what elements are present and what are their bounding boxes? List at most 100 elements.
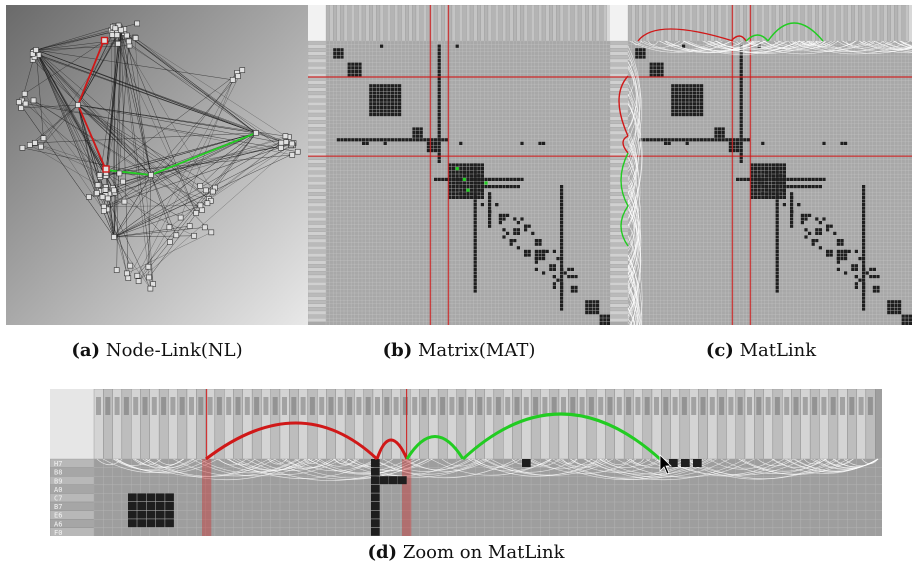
matrix-cell (721, 138, 725, 142)
matlink-zoom-view[interactable]: H7 B8 B9 A0 C7 B7 E6 A6 F0 (50, 389, 882, 536)
column-label-cell (901, 5, 906, 42)
matrix-cell (531, 231, 535, 235)
column-label-cell (570, 5, 575, 42)
row-label-cell (610, 246, 629, 250)
corner-cell (308, 5, 326, 41)
matrix-cell (556, 257, 560, 261)
column-label-cell (390, 5, 395, 42)
graph-node (210, 188, 216, 195)
matrix-cell (872, 275, 876, 279)
row-label-cell (308, 66, 327, 70)
matrix-cell (416, 127, 420, 131)
row-label-cell (308, 141, 327, 146)
column-label-cell (833, 5, 837, 42)
graph-node (239, 67, 246, 73)
matrix-cell (862, 267, 866, 271)
node-link-view[interactable] (6, 5, 308, 325)
column-label-cell (351, 5, 355, 42)
zoom-cell (137, 493, 146, 502)
matrix-cell (477, 181, 481, 185)
row-label-cell (308, 228, 327, 232)
row-label-cell (610, 188, 629, 193)
matrix-cell (560, 271, 564, 275)
column-label-cell (782, 5, 787, 42)
graph-node (115, 40, 121, 47)
matrix-cell (502, 228, 506, 232)
graph-node (229, 77, 236, 83)
zoom-column-label-text (523, 397, 529, 415)
graph-edge (113, 28, 116, 238)
zoom-link-arc (605, 458, 631, 466)
matrix-cell (811, 185, 815, 189)
matrix-cell (718, 127, 722, 131)
matrix-cell (775, 217, 779, 221)
matrix-cell (455, 170, 459, 174)
matrix-cell (851, 267, 855, 271)
matrix-view[interactable] (308, 5, 610, 325)
zoom-column-label-text (337, 397, 343, 415)
matrix-cell (772, 167, 776, 171)
matrix-cell (394, 95, 398, 99)
matrix-cell (398, 109, 402, 113)
zoom-cell (371, 527, 380, 536)
row-label-cell (308, 249, 327, 254)
matrix-cell (862, 253, 866, 257)
matrix-cell (790, 217, 794, 221)
link-arc (627, 66, 634, 97)
caption-a-label: (a) (71, 340, 101, 361)
column-label-cell (354, 5, 359, 42)
row-label-cell (308, 170, 327, 175)
matrix-cell (700, 84, 704, 88)
link-arc (627, 205, 641, 311)
matrix-cell (790, 185, 794, 189)
matrix-cell (498, 185, 502, 189)
matlink-view[interactable] (610, 5, 912, 325)
matrix-cell (560, 210, 564, 214)
graph-node (283, 139, 290, 145)
matrix-cell (750, 167, 754, 171)
matrix-cell (862, 217, 866, 221)
matrix-cell (671, 138, 675, 142)
graph-edge (113, 225, 190, 238)
row-label-cell (308, 120, 327, 124)
zoom-cell (165, 493, 174, 502)
matrix-cell (509, 185, 513, 189)
column-label-cell (631, 5, 636, 42)
graph-node (113, 267, 120, 273)
row-label-cell (610, 112, 629, 117)
row-label-cell (610, 300, 629, 304)
graph-edge (120, 29, 152, 176)
matrix-cell (473, 195, 477, 199)
graph-node (75, 102, 81, 108)
column-label-cell (383, 5, 388, 42)
graph-node (125, 275, 132, 281)
matrix-cell (689, 105, 693, 109)
matrix-cell (488, 217, 492, 221)
matrix-cell (674, 95, 678, 99)
matrix-cell (437, 109, 441, 113)
column-label-cell (696, 5, 701, 42)
matrix-cell (459, 170, 463, 174)
column-label-cell (876, 5, 881, 42)
zoom-link-arc (116, 458, 151, 467)
link-arc (627, 272, 642, 325)
row-label-cell (610, 267, 629, 272)
node-link-graph (6, 5, 308, 325)
matrix-cell (480, 170, 484, 174)
matrix-cell (437, 48, 441, 52)
matrix-cell (452, 167, 456, 171)
matrix-cell (473, 231, 477, 235)
matrix-cell (775, 264, 779, 268)
link-arc (875, 40, 912, 50)
zoom-column-label-text (412, 397, 418, 415)
highlight-arc-red (618, 75, 629, 137)
graph-edge (105, 132, 257, 174)
graph-node (111, 234, 117, 240)
link-arc (627, 206, 642, 317)
row-label-cell (308, 116, 327, 121)
graph-edge (35, 49, 115, 191)
zoom-link-arc (319, 458, 360, 467)
matrix-cell (398, 105, 402, 109)
zoom-column-label-text (393, 397, 399, 415)
zoom-cell (371, 459, 380, 467)
